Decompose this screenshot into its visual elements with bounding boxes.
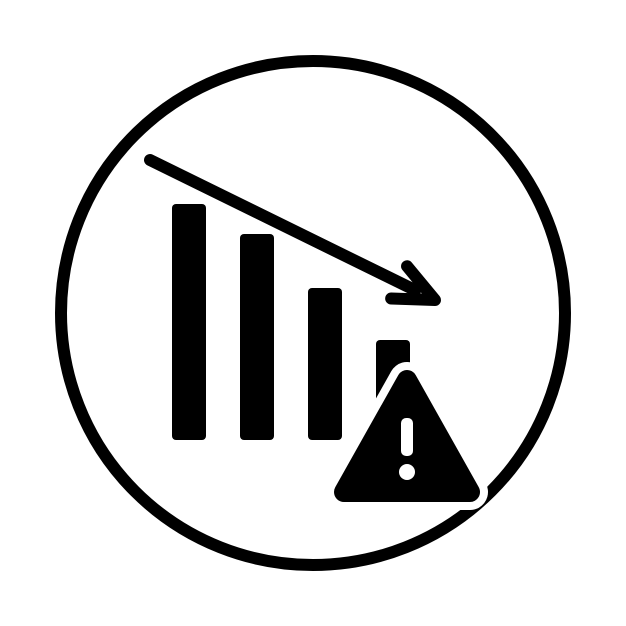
decline-risk-warning-icon bbox=[0, 0, 626, 626]
icon-canvas bbox=[0, 0, 626, 626]
